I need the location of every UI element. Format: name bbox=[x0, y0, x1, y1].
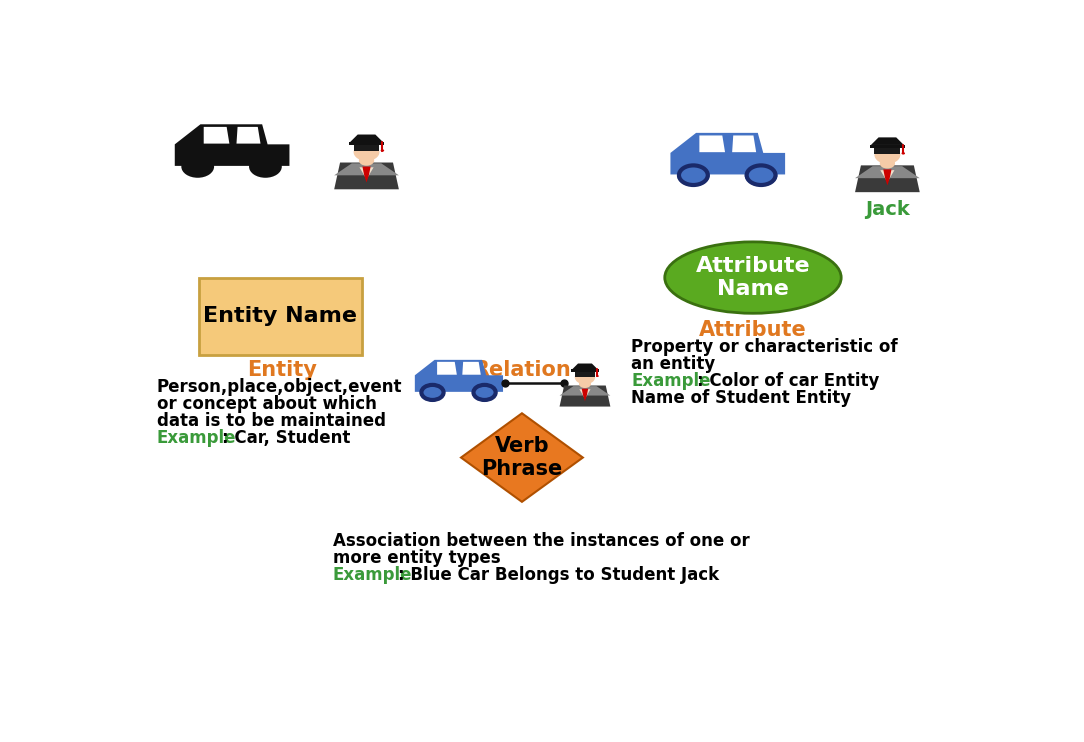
Circle shape bbox=[359, 155, 374, 165]
Circle shape bbox=[575, 370, 595, 384]
Polygon shape bbox=[572, 364, 598, 370]
Text: Example: Example bbox=[333, 566, 412, 584]
Circle shape bbox=[427, 389, 438, 396]
Polygon shape bbox=[670, 133, 785, 174]
Circle shape bbox=[753, 170, 769, 180]
Polygon shape bbox=[236, 127, 260, 144]
Text: : Color of car Entity: : Color of car Entity bbox=[697, 372, 879, 390]
Text: Relation: Relation bbox=[473, 361, 571, 381]
Circle shape bbox=[678, 164, 710, 186]
Text: Property or characteristic of: Property or characteristic of bbox=[631, 338, 898, 355]
Circle shape bbox=[249, 156, 282, 178]
Polygon shape bbox=[855, 166, 919, 178]
Polygon shape bbox=[870, 137, 904, 145]
Text: : Blue Car Belongs to Student Jack: : Blue Car Belongs to Student Jack bbox=[399, 566, 720, 584]
Polygon shape bbox=[462, 362, 481, 375]
Polygon shape bbox=[883, 169, 891, 186]
Polygon shape bbox=[353, 144, 379, 151]
FancyBboxPatch shape bbox=[198, 278, 362, 355]
Polygon shape bbox=[880, 170, 894, 183]
Polygon shape bbox=[582, 389, 589, 401]
Polygon shape bbox=[855, 165, 919, 192]
Text: or concept about which: or concept about which bbox=[156, 395, 376, 413]
Circle shape bbox=[880, 158, 895, 168]
Circle shape bbox=[596, 375, 598, 377]
Polygon shape bbox=[362, 166, 371, 183]
Text: Entity: Entity bbox=[247, 361, 318, 381]
Polygon shape bbox=[175, 125, 289, 166]
Polygon shape bbox=[869, 145, 905, 148]
Circle shape bbox=[420, 384, 446, 401]
Polygon shape bbox=[204, 127, 230, 144]
Ellipse shape bbox=[664, 242, 841, 313]
Circle shape bbox=[479, 389, 490, 396]
Circle shape bbox=[579, 380, 591, 388]
Polygon shape bbox=[580, 390, 591, 398]
Text: an entity: an entity bbox=[631, 355, 715, 372]
Text: Example: Example bbox=[156, 429, 236, 447]
Polygon shape bbox=[875, 147, 901, 154]
Polygon shape bbox=[575, 371, 595, 377]
Text: Verb
Phrase: Verb Phrase bbox=[481, 436, 563, 479]
Text: Person,place,object,event: Person,place,object,event bbox=[156, 378, 402, 395]
Text: Entity Name: Entity Name bbox=[204, 306, 358, 326]
Text: Jack: Jack bbox=[865, 200, 909, 220]
Polygon shape bbox=[699, 136, 725, 152]
Circle shape bbox=[745, 164, 777, 186]
Polygon shape bbox=[349, 142, 384, 145]
Polygon shape bbox=[334, 163, 399, 175]
Circle shape bbox=[472, 384, 498, 401]
Circle shape bbox=[875, 146, 901, 164]
Text: more entity types: more entity types bbox=[333, 549, 501, 567]
Circle shape bbox=[353, 143, 379, 161]
Polygon shape bbox=[559, 386, 610, 395]
Polygon shape bbox=[571, 370, 598, 372]
Polygon shape bbox=[732, 136, 757, 152]
Circle shape bbox=[686, 170, 700, 180]
Polygon shape bbox=[559, 386, 610, 407]
Circle shape bbox=[380, 149, 384, 151]
Text: Attribute
Name: Attribute Name bbox=[696, 256, 810, 299]
Polygon shape bbox=[437, 362, 456, 375]
Text: data is to be maintained: data is to be maintained bbox=[156, 412, 386, 430]
Polygon shape bbox=[334, 162, 399, 189]
Polygon shape bbox=[415, 360, 503, 392]
Circle shape bbox=[902, 152, 905, 154]
Text: Name of Student Entity: Name of Student Entity bbox=[631, 389, 851, 407]
Circle shape bbox=[181, 156, 215, 178]
Text: : Car, Student: : Car, Student bbox=[222, 429, 350, 447]
Text: Attribute: Attribute bbox=[699, 321, 806, 341]
Polygon shape bbox=[461, 413, 583, 502]
Text: Association between the instances of one or: Association between the instances of one… bbox=[333, 532, 750, 550]
Text: Example: Example bbox=[631, 372, 711, 390]
Polygon shape bbox=[360, 167, 374, 180]
Polygon shape bbox=[350, 134, 383, 142]
